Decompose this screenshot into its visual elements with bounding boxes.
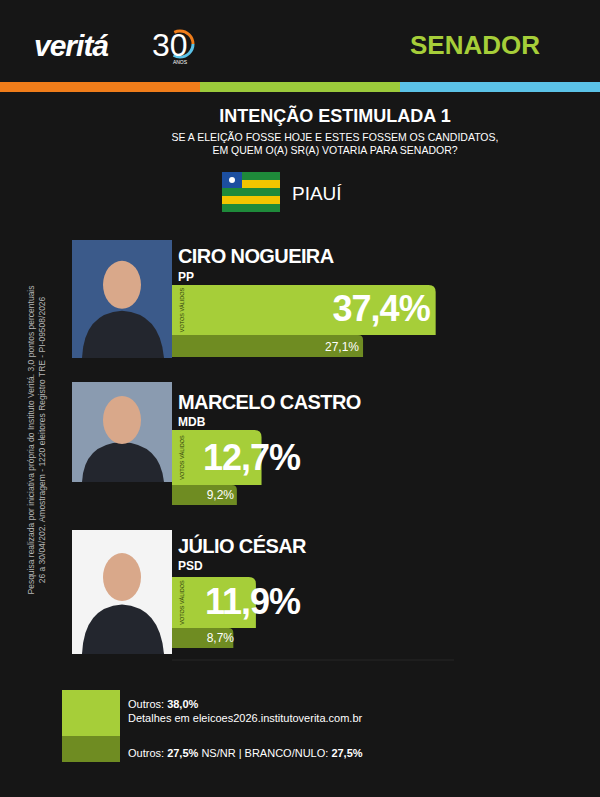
flag-canton bbox=[222, 172, 242, 188]
background bbox=[0, 0, 600, 797]
photo-body bbox=[82, 442, 164, 482]
logo: veritá 30ANOS bbox=[34, 27, 193, 65]
logo-years-label: ANOS bbox=[173, 59, 188, 65]
section-title: SENADOR bbox=[410, 30, 540, 60]
photo-bg bbox=[72, 240, 172, 358]
region: PIAUÍ bbox=[292, 183, 342, 204]
total-label: 9,2% bbox=[207, 488, 235, 502]
color-stripe bbox=[200, 82, 400, 92]
total-label: 27,1% bbox=[325, 340, 359, 354]
series-name: VOTOS VÁLIDOS bbox=[179, 580, 185, 625]
side-note-line: 26 a 30/04/202. Amostragem - 1220 eleito… bbox=[37, 296, 47, 583]
party: PP bbox=[178, 270, 194, 284]
flag-star bbox=[229, 177, 235, 183]
photo-bg bbox=[72, 382, 172, 482]
footer-total-value: 27,5% bbox=[331, 747, 362, 759]
axis-line bbox=[172, 660, 454, 661]
bars bbox=[172, 285, 436, 648]
candidate-name: MARCELO CASTRO bbox=[178, 391, 361, 413]
footer-totals: Outros: 27,5% NS/NR | BRANCO/NULO: 27,5% bbox=[128, 747, 363, 759]
total-bar bbox=[172, 335, 363, 357]
total-bar bbox=[172, 628, 233, 648]
logo-years: 30 bbox=[152, 27, 188, 63]
infographic: veritá 30ANOS SENADOR INTENÇÃO ESTIMULADA 1… bbox=[0, 0, 600, 797]
candidate-name: CIRO NOGUEIRA bbox=[178, 245, 334, 267]
valid-bar bbox=[172, 285, 436, 335]
valid-label: 37,4% bbox=[333, 288, 431, 329]
footer: Outros: 38,0% Detalhes em eleicoes2026.in… bbox=[62, 690, 363, 762]
photo-body bbox=[82, 604, 164, 654]
footer-total-value: 27,5% bbox=[167, 747, 198, 759]
candidate-photo bbox=[72, 382, 172, 482]
footer-valid: Outros: 38,0% bbox=[128, 698, 199, 710]
candidate-name: JÚLIO CÉSAR bbox=[178, 534, 307, 557]
footer-swatch bbox=[62, 736, 120, 762]
footer-valid-label: Outros: bbox=[128, 698, 167, 710]
series-name: VOTOS VÁLIDOS bbox=[179, 287, 185, 332]
photo-bg bbox=[72, 530, 172, 654]
flag-stripe bbox=[222, 196, 280, 204]
party: PSD bbox=[178, 559, 203, 573]
side-note: Pesquisa realizada por iniciativa própri… bbox=[26, 285, 47, 594]
series-name: VOTOS VÁLIDOS bbox=[179, 435, 185, 480]
party: MDB bbox=[178, 415, 206, 429]
candidate-photo bbox=[72, 240, 172, 358]
footer-total-label: NS/NR | BRANCO/NULO: bbox=[198, 747, 331, 759]
flag bbox=[222, 172, 280, 212]
photo-body bbox=[82, 311, 164, 358]
color-stripe bbox=[0, 82, 200, 92]
total-label: 8,7% bbox=[207, 631, 235, 645]
valid-label: 12,7% bbox=[203, 437, 301, 478]
logo-name: veritá bbox=[34, 29, 108, 62]
chart-subtitle: EM QUEM O(A) SR(A) VOTARIA PARA SENADOR? bbox=[212, 144, 457, 156]
valid-label: 11,9% bbox=[205, 581, 301, 622]
photo-head bbox=[103, 261, 141, 309]
labels: CIRO NOGUEIRA PP VOTOS VÁLIDOS 37,4% 27,1% MA… bbox=[178, 245, 431, 645]
photo-head bbox=[103, 553, 141, 601]
candidate-photo bbox=[72, 530, 172, 654]
total-bar bbox=[172, 485, 237, 505]
color-stripe bbox=[400, 82, 600, 92]
photo-head bbox=[103, 396, 141, 444]
footer-swatch bbox=[62, 690, 120, 736]
chart-title: INTENÇÃO ESTIMULADA 1 bbox=[219, 105, 450, 126]
side-note-line: Pesquisa realizada por iniciativa própri… bbox=[26, 285, 36, 594]
footer-details: Detalhes em eleicoes2026.institutoverita… bbox=[128, 712, 363, 724]
page: veritá 30ANOS SENADOR INTENÇÃO ESTIMULADA 1… bbox=[0, 0, 600, 797]
footer-valid-value: 38,0% bbox=[167, 698, 198, 710]
footer-total-label: Outros: bbox=[128, 747, 167, 759]
flag-stripe bbox=[222, 188, 280, 196]
flag-stripe bbox=[222, 204, 280, 212]
chart-subtitle: SE A ELEIÇÃO FOSSE HOJE E ESTES FOSSEM O… bbox=[172, 131, 499, 143]
